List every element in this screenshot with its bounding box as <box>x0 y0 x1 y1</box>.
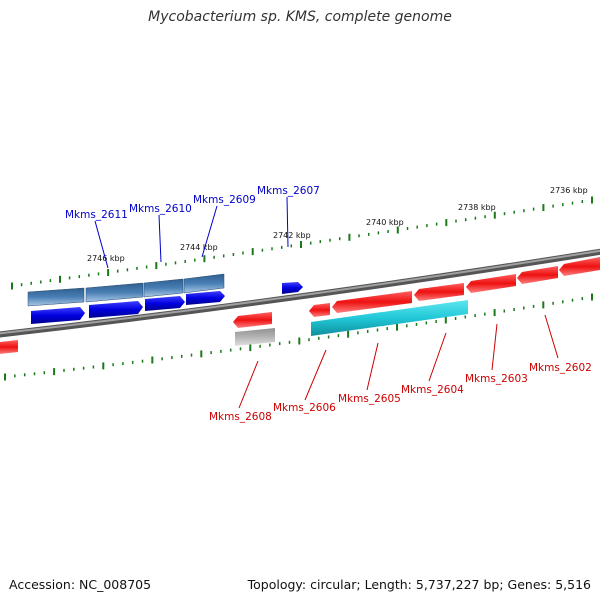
forward-gene-labels: Mkms_2611 Mkms_2610 Mkms_2609 Mkms_2607 <box>65 185 320 221</box>
gene-blue-2[interactable] <box>89 301 143 318</box>
gene-steel-1[interactable] <box>27 287 85 307</box>
gene-cyan[interactable] <box>311 300 468 336</box>
gene-label-mkms-2603[interactable]: Mkms_2603 <box>465 373 528 385</box>
gene-steel-2[interactable] <box>85 282 144 303</box>
gene-label-mkms-2610[interactable]: Mkms_2610 <box>129 203 192 215</box>
gene-label-mkms-2602[interactable]: Mkms_2602 <box>529 362 592 374</box>
gene-label-mkms-2607[interactable]: Mkms_2607 <box>257 185 320 197</box>
gene-blue-2607[interactable] <box>282 282 303 294</box>
gene-blue-1[interactable] <box>31 307 85 324</box>
scale-label-2742: 2742 kbp <box>273 231 311 240</box>
accession-text: Accession: NC_008705 <box>9 577 152 592</box>
genome-summary-text: Topology: circular; Length: 5,737,227 bp… <box>247 577 591 592</box>
gene-red-2606[interactable] <box>309 303 330 317</box>
scale-label-2740: 2740 kbp <box>366 218 404 227</box>
reverse-gene-labels: Mkms_2608 Mkms_2606 Mkms_2605 Mkms_2604 … <box>209 362 592 423</box>
gene-blue-3[interactable] <box>145 296 185 311</box>
scale-label-2736: 2736 kbp <box>550 186 588 195</box>
scale-labels: 2736 kbp 2738 kbp 2740 kbp 2742 kbp 2744… <box>87 186 588 263</box>
outer-scale-ticks <box>11 196 593 290</box>
scale-label-2744: 2744 kbp <box>180 243 218 252</box>
inner-scale-ticks <box>4 293 593 381</box>
gene-label-mkms-2606[interactable]: Mkms_2606 <box>273 402 336 414</box>
reverse-genes <box>0 257 600 354</box>
forward-genes <box>27 273 303 324</box>
gene-label-mkms-2604[interactable]: Mkms_2604 <box>401 384 464 396</box>
gene-steel-3[interactable] <box>143 278 184 298</box>
gene-red-edge[interactable] <box>0 340 18 354</box>
gene-label-mkms-2609[interactable]: Mkms_2609 <box>193 194 256 206</box>
gene-steel-4[interactable] <box>183 273 225 294</box>
gene-red-2608[interactable] <box>233 312 272 328</box>
gene-label-mkms-2611[interactable]: Mkms_2611 <box>65 209 128 221</box>
gene-red-2603[interactable] <box>466 274 516 293</box>
gene-red-2605[interactable] <box>332 291 412 313</box>
scale-label-2738: 2738 kbp <box>458 203 496 212</box>
gene-label-mkms-2605[interactable]: Mkms_2605 <box>338 393 401 405</box>
gene-red-2602b[interactable] <box>559 257 600 276</box>
map-title: Mycobacterium sp. KMS, complete genome <box>148 9 452 25</box>
gene-red-2602a[interactable] <box>517 266 558 284</box>
leader-lines <box>94 196 559 409</box>
gene-label-mkms-2608[interactable]: Mkms_2608 <box>209 411 272 423</box>
gene-grey[interactable] <box>235 328 275 346</box>
gene-red-2604[interactable] <box>414 283 464 301</box>
gene-blue-4[interactable] <box>186 291 225 305</box>
